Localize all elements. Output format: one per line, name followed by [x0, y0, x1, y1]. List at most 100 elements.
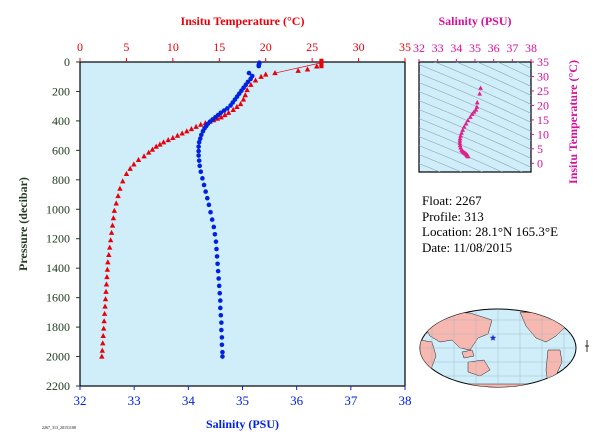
- salinity-point: [246, 70, 252, 76]
- density-contour: [419, 118, 531, 168]
- ts-point: [457, 138, 463, 143]
- top-tick-label: 15: [213, 40, 225, 54]
- ts-point: [465, 153, 471, 159]
- float-location-marker: [489, 334, 497, 341]
- ts-point: [465, 117, 471, 123]
- salinity-point: [198, 169, 204, 175]
- temperature-point: [237, 100, 244, 107]
- ts-x-tick-label: 36: [488, 41, 500, 55]
- ts-y-tick-label: 15: [537, 113, 549, 127]
- temperature-point: [157, 141, 163, 147]
- bottom-tick-label: 34: [182, 393, 196, 408]
- density-contour: [419, 145, 483, 172]
- density-contour: [419, 73, 531, 123]
- temperature-point: [248, 81, 254, 87]
- temperature-point: [153, 143, 159, 149]
- temperature-point: [107, 237, 114, 243]
- salinity-point: [203, 189, 208, 194]
- temperature-point: [174, 132, 181, 138]
- salinity-point: [209, 217, 215, 222]
- bottom-tick-label: 38: [399, 393, 412, 408]
- temperature-point: [100, 340, 106, 346]
- bottom-tick-label: 35: [236, 393, 249, 408]
- ts-point: [478, 85, 483, 90]
- top-tick-label: 0: [77, 40, 83, 54]
- ts-point: [461, 124, 467, 129]
- temperature-point: [160, 139, 167, 145]
- y-axis-title: Pressure (decibar): [16, 177, 30, 271]
- y-tick-label: 1400: [46, 261, 70, 275]
- world-map: [419, 308, 589, 388]
- ts-point: [457, 135, 463, 141]
- ts-x-tick-label: 37: [506, 41, 518, 55]
- temperature-point: [117, 185, 123, 191]
- ts-x-tick-label: 35: [469, 41, 481, 55]
- ts-x-tick-label: 34: [450, 41, 462, 55]
- y-tick-label: 2200: [46, 379, 70, 393]
- ts-x-tick-label: 33: [432, 41, 444, 55]
- salinity-point: [217, 305, 223, 311]
- temperature-point: [123, 170, 130, 177]
- temperature-point: [304, 66, 311, 72]
- ts-point: [467, 114, 473, 119]
- salinity-point: [196, 144, 201, 149]
- y-tick-label: 800: [52, 173, 70, 187]
- temperature-point: [106, 251, 112, 258]
- ts-y-tick-label: 0: [537, 156, 543, 170]
- salinity-point: [201, 182, 207, 188]
- salinity-point: [219, 335, 225, 340]
- bottom-tick-label: 32: [74, 393, 87, 408]
- temperature-point: [102, 303, 108, 309]
- temperature-point: [252, 77, 259, 83]
- y-tick-label: 400: [52, 114, 70, 128]
- y-tick-label: 1200: [46, 232, 70, 246]
- salinity-point: [228, 103, 233, 108]
- top-tick-label: 30: [353, 40, 365, 54]
- bottom-tick-label: 37: [344, 393, 358, 408]
- salinity-point: [197, 136, 203, 141]
- temperature-point: [105, 259, 111, 265]
- temperature-point: [222, 112, 228, 118]
- temperature-surface-line: [274, 62, 322, 74]
- salinity-point: [204, 195, 210, 201]
- top-tick-label: 35: [399, 40, 411, 54]
- density-contour: [419, 127, 523, 172]
- salinity-point: [206, 202, 212, 208]
- salinity-point: [199, 132, 204, 138]
- ts-y-tick-label: 30: [537, 69, 549, 83]
- ts-point: [474, 99, 480, 105]
- temperature-point: [131, 161, 137, 167]
- salinity-point: [211, 224, 217, 230]
- salinity-point: [215, 268, 221, 274]
- temperature-point: [314, 63, 320, 69]
- ts-y-tick-label: 20: [537, 98, 549, 112]
- bottom-tick-label: 36: [290, 393, 304, 408]
- salinity-point: [220, 354, 225, 359]
- temperature-point: [146, 149, 152, 155]
- salinity-point: [196, 158, 202, 163]
- salinity-point: [225, 106, 230, 111]
- y-tick-label: 200: [52, 84, 70, 98]
- density-contour: [419, 91, 531, 141]
- salinity-point: [196, 148, 201, 154]
- temperature-point: [188, 126, 195, 132]
- temperature-point: [100, 325, 107, 331]
- temperature-point: [218, 114, 224, 120]
- temperature-point: [101, 310, 108, 316]
- temperature-point: [170, 134, 176, 140]
- salinity-point: [200, 128, 206, 134]
- top-tick-label: 25: [306, 40, 318, 54]
- temperature-point: [272, 70, 278, 76]
- ts-x-tick-label: 32: [413, 41, 425, 55]
- ts-point: [458, 133, 463, 138]
- salinity-point: [217, 298, 223, 303]
- temperature-point: [99, 353, 105, 359]
- ts-point: [463, 121, 469, 126]
- density-contour: [434, 62, 531, 105]
- ts-x-axis-title: Salinity (PSU): [438, 14, 511, 28]
- y-tick-label: 1600: [46, 291, 70, 305]
- temperature-point: [108, 229, 115, 235]
- temperature-point: [101, 318, 107, 324]
- temperature-point: [107, 244, 113, 250]
